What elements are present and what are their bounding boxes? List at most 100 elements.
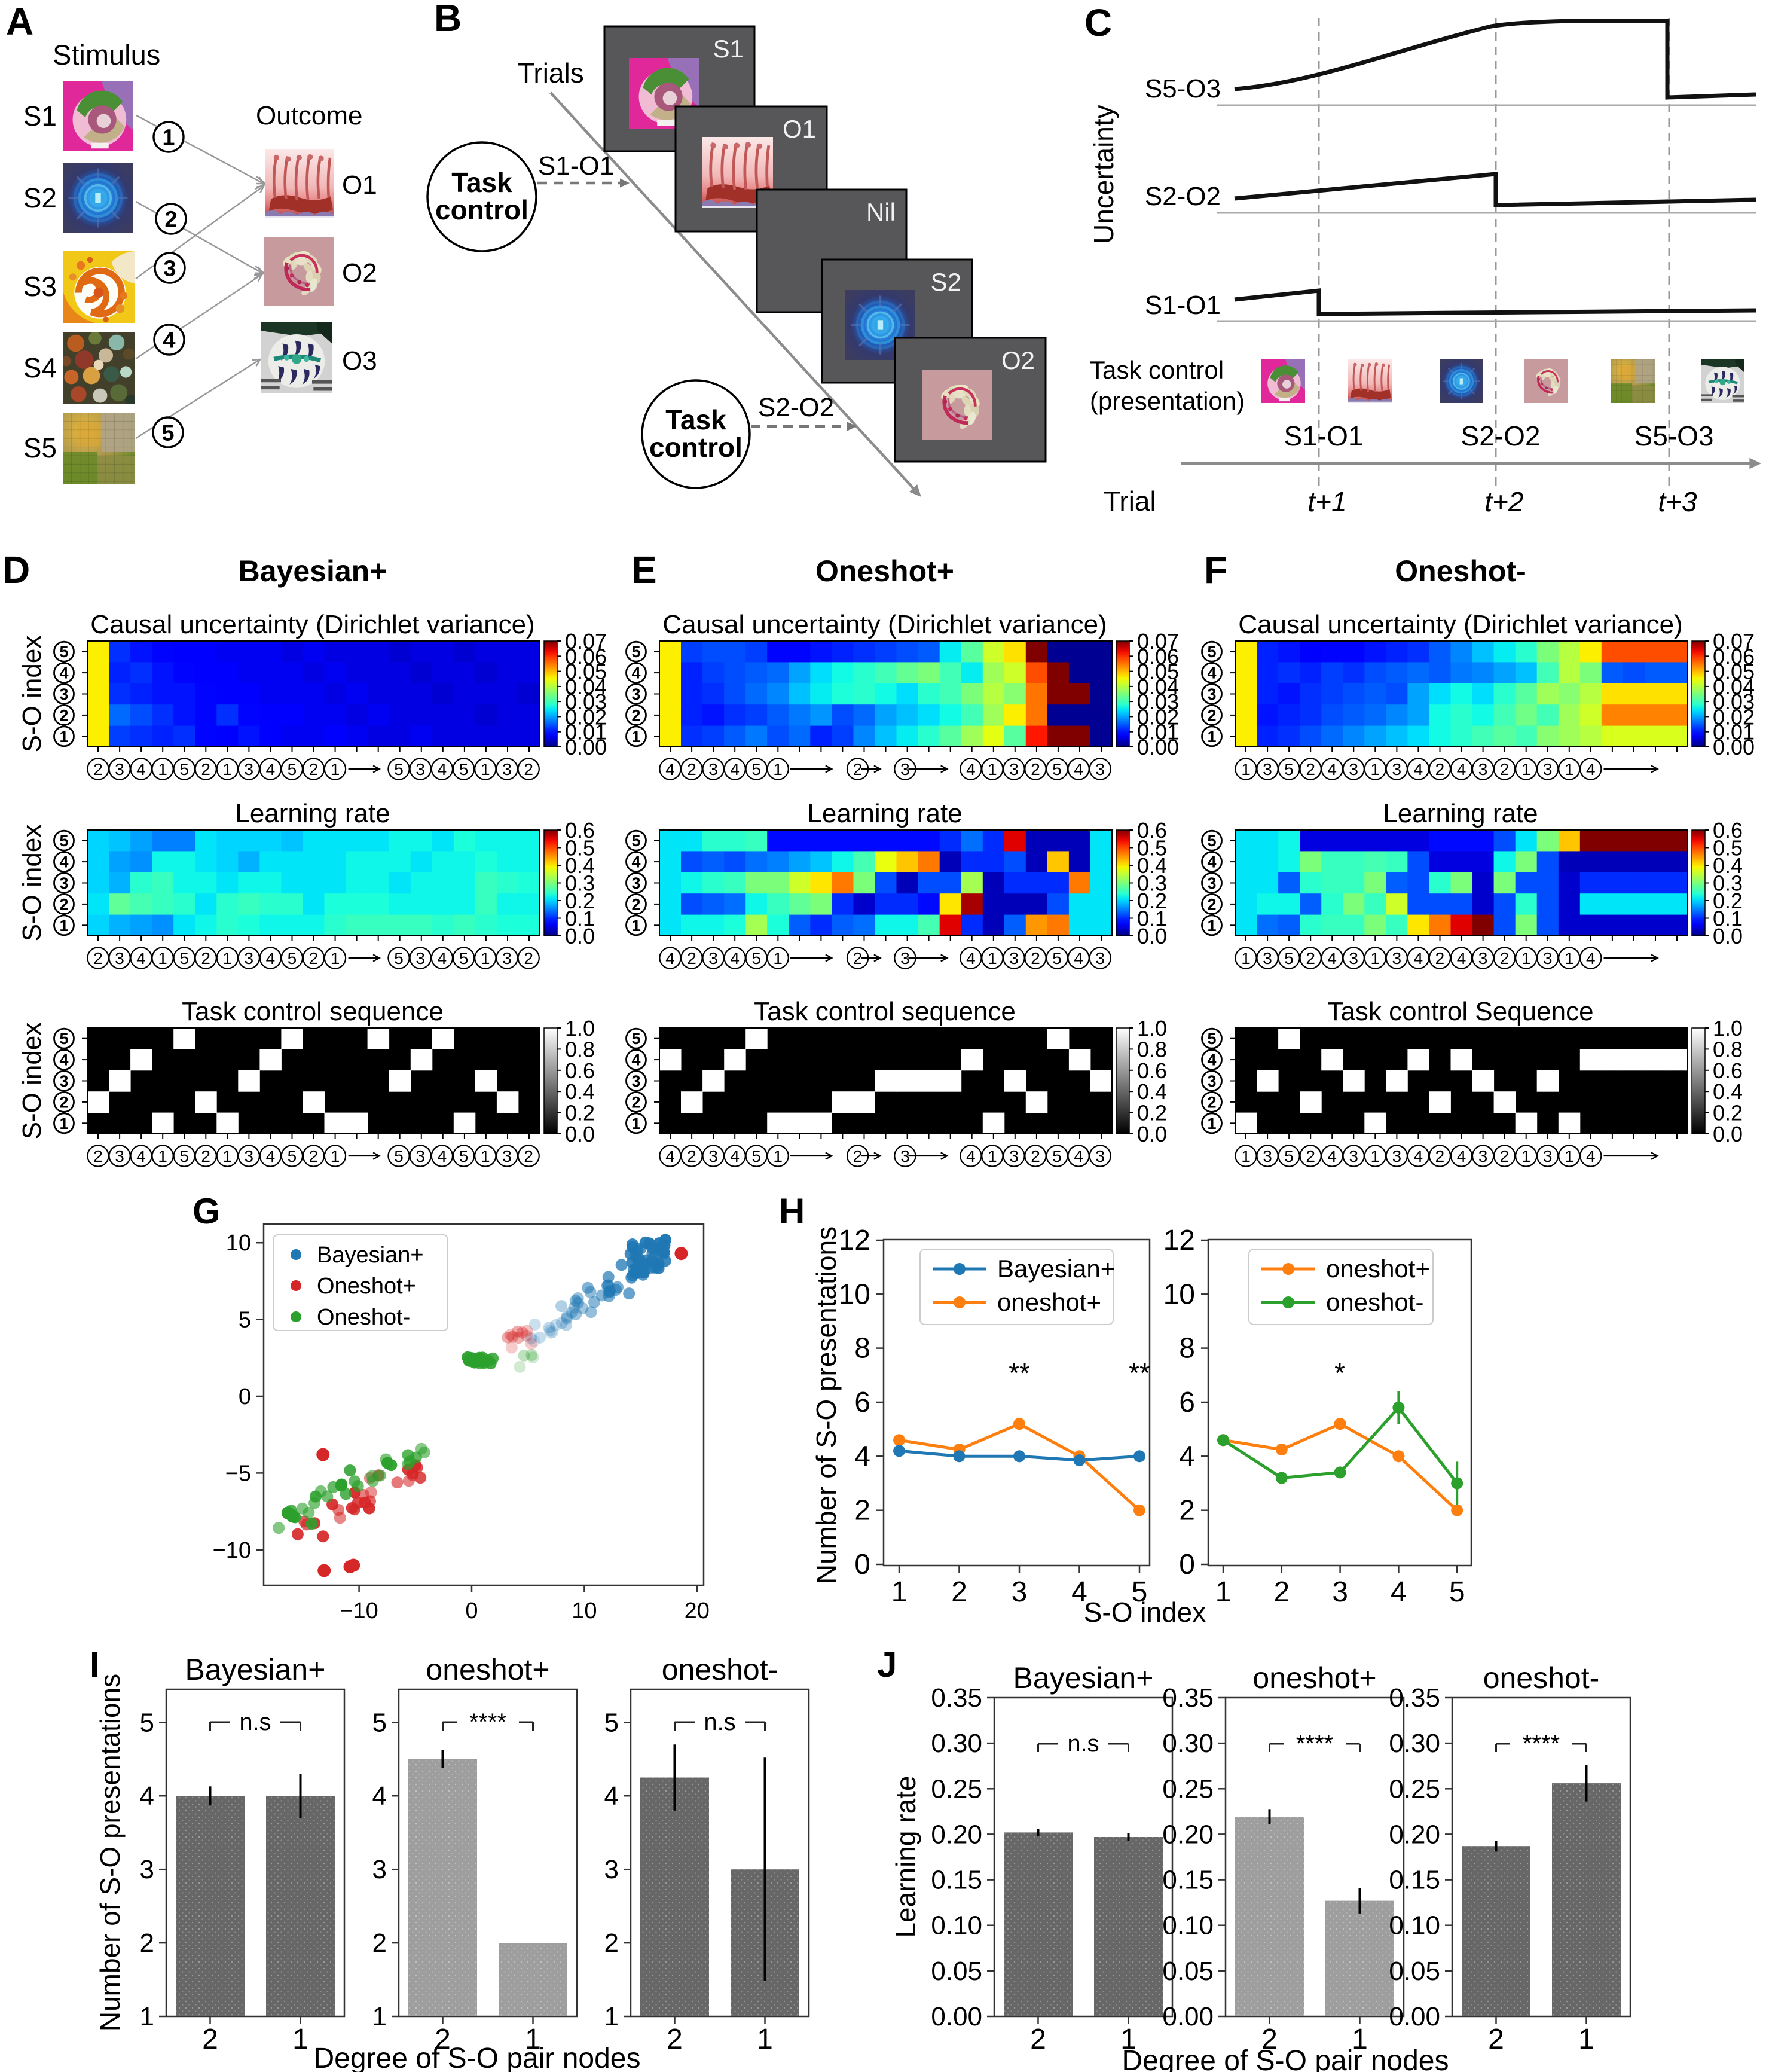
svg-text:8: 8 (1179, 1333, 1195, 1365)
svg-text:5: 5 (604, 1708, 619, 1737)
svg-text:5: 5 (1052, 1147, 1062, 1165)
svg-text:3: 3 (502, 760, 512, 779)
svg-text:t+1: t+1 (1307, 486, 1346, 517)
svg-text:1: 1 (1352, 2024, 1368, 2055)
svg-text:3: 3 (1207, 874, 1216, 892)
svg-text:Uncertainty: Uncertainty (1088, 105, 1119, 244)
svg-text:control: control (649, 432, 743, 463)
svg-text:3: 3 (1478, 760, 1488, 779)
svg-text:3: 3 (1207, 685, 1216, 703)
svg-text:O1: O1 (783, 115, 816, 143)
svg-text:****: **** (1296, 1731, 1333, 1757)
svg-text:0.04: 0.04 (1713, 675, 1755, 699)
svg-text:3: 3 (1332, 1576, 1348, 1608)
svg-text:2: 2 (687, 760, 696, 779)
svg-text:S2-O2: S2-O2 (758, 393, 834, 422)
svg-text:1: 1 (372, 2002, 387, 2031)
svg-text:3: 3 (1263, 1147, 1272, 1165)
svg-text:2: 2 (1500, 949, 1510, 968)
svg-text:2: 2 (604, 1928, 619, 1958)
svg-text:5: 5 (59, 1030, 68, 1048)
svg-text:J: J (877, 1644, 897, 1685)
svg-text:0.2: 0.2 (1713, 889, 1743, 913)
svg-text:2: 2 (1435, 760, 1445, 779)
svg-text:3: 3 (1009, 1147, 1019, 1165)
svg-text:3: 3 (708, 1147, 718, 1165)
svg-text:S1-O1: S1-O1 (538, 151, 614, 181)
svg-text:0.07: 0.07 (1713, 629, 1755, 654)
svg-text:0.03: 0.03 (1137, 689, 1179, 714)
svg-text:0.8: 0.8 (1137, 1037, 1167, 1061)
svg-text:S4: S4 (23, 352, 57, 383)
svg-text:4: 4 (1179, 1441, 1195, 1472)
svg-text:2: 2 (59, 1093, 68, 1111)
svg-text:2: 2 (524, 760, 533, 779)
svg-text:3: 3 (140, 1855, 154, 1884)
svg-text:5: 5 (631, 643, 640, 661)
svg-text:0.6: 0.6 (1713, 1058, 1743, 1083)
svg-text:−5: −5 (225, 1461, 251, 1486)
svg-text:0.2: 0.2 (1137, 889, 1167, 913)
svg-text:Task control Sequence: Task control Sequence (1327, 997, 1593, 1026)
svg-text:10: 10 (226, 1231, 251, 1256)
svg-text:0.15: 0.15 (1162, 1866, 1214, 1895)
svg-text:4: 4 (59, 853, 68, 871)
svg-text:0.01: 0.01 (1713, 720, 1755, 744)
svg-text:5: 5 (459, 949, 469, 968)
svg-text:5: 5 (59, 643, 68, 661)
svg-text:1: 1 (773, 760, 783, 779)
svg-text:oneshot+: oneshot+ (997, 1288, 1101, 1316)
svg-text:0.4: 0.4 (565, 853, 595, 878)
svg-text:4: 4 (1586, 1147, 1596, 1165)
svg-text:Learning rate: Learning rate (235, 799, 390, 828)
svg-text:3: 3 (59, 685, 68, 703)
svg-text:3: 3 (1392, 760, 1402, 779)
svg-text:1: 1 (1120, 2024, 1136, 2055)
svg-text:5: 5 (59, 832, 68, 850)
svg-text:Task control: Task control (1090, 356, 1224, 384)
svg-text:0.35: 0.35 (1162, 1683, 1214, 1713)
svg-text:S2-O2: S2-O2 (1461, 420, 1541, 451)
svg-text:4: 4 (1414, 949, 1423, 968)
svg-text:3: 3 (900, 1147, 910, 1165)
svg-text:S2: S2 (931, 268, 961, 296)
svg-text:2: 2 (1207, 895, 1216, 913)
svg-text:0.00: 0.00 (1162, 2002, 1214, 2031)
svg-text:5: 5 (459, 760, 469, 779)
svg-text:1.0: 1.0 (1713, 1016, 1743, 1040)
svg-text:1: 1 (525, 2024, 541, 2055)
svg-text:1: 1 (481, 949, 490, 968)
svg-text:3: 3 (115, 1147, 124, 1165)
svg-text:(presentation): (presentation) (1090, 387, 1245, 415)
svg-text:2: 2 (140, 1928, 154, 1958)
svg-text:t+3: t+3 (1658, 486, 1697, 517)
svg-text:0.01: 0.01 (565, 720, 607, 744)
svg-text:4: 4 (730, 949, 740, 968)
svg-text:0.25: 0.25 (1162, 1774, 1214, 1804)
svg-text:4: 4 (140, 1781, 154, 1811)
svg-text:1: 1 (757, 2024, 773, 2055)
svg-text:8: 8 (854, 1333, 870, 1365)
svg-text:E: E (631, 548, 657, 591)
svg-text:2: 2 (631, 895, 640, 913)
svg-text:0.6: 0.6 (1137, 1058, 1167, 1083)
svg-text:5: 5 (288, 760, 297, 779)
svg-text:1: 1 (1565, 1147, 1574, 1165)
svg-text:0.30: 0.30 (931, 1729, 982, 1758)
svg-text:2: 2 (1500, 1147, 1510, 1165)
svg-text:4: 4 (665, 760, 675, 779)
svg-text:n.s: n.s (704, 1709, 735, 1735)
svg-text:3: 3 (631, 685, 640, 703)
svg-text:2: 2 (1261, 2024, 1278, 2055)
svg-text:2: 2 (93, 1147, 103, 1165)
svg-text:Oneshot-: Oneshot- (1395, 554, 1526, 588)
svg-text:4: 4 (665, 949, 675, 968)
svg-text:−10: −10 (340, 1598, 378, 1624)
svg-text:S5-O3: S5-O3 (1634, 420, 1714, 451)
svg-text:4: 4 (1074, 949, 1083, 968)
svg-text:5: 5 (394, 949, 404, 968)
svg-text:0.3: 0.3 (1137, 871, 1167, 896)
svg-text:1: 1 (1371, 1147, 1380, 1165)
svg-text:2: 2 (1179, 1495, 1195, 1527)
svg-text:0.07: 0.07 (565, 629, 607, 654)
